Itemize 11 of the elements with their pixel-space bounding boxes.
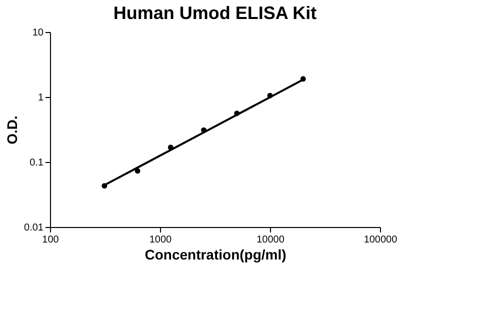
x-tick-label: 100	[42, 234, 60, 246]
y-axis-title: O.D.	[4, 116, 20, 144]
y-tick-label: 10	[32, 28, 44, 38]
y-tick-label: 1	[38, 92, 44, 104]
chart-title: Human Umod ELISA Kit	[113, 3, 317, 23]
x-tick-label: 1000	[149, 234, 172, 246]
y-tick-label: 0.01	[24, 222, 44, 234]
y-tick-label: 0.1	[30, 158, 44, 168]
x-tick-label: 10000	[256, 234, 285, 246]
x-tick-label: 100000	[364, 234, 398, 246]
x-axis-title: Concentration(pg/ml)	[144, 246, 286, 262]
